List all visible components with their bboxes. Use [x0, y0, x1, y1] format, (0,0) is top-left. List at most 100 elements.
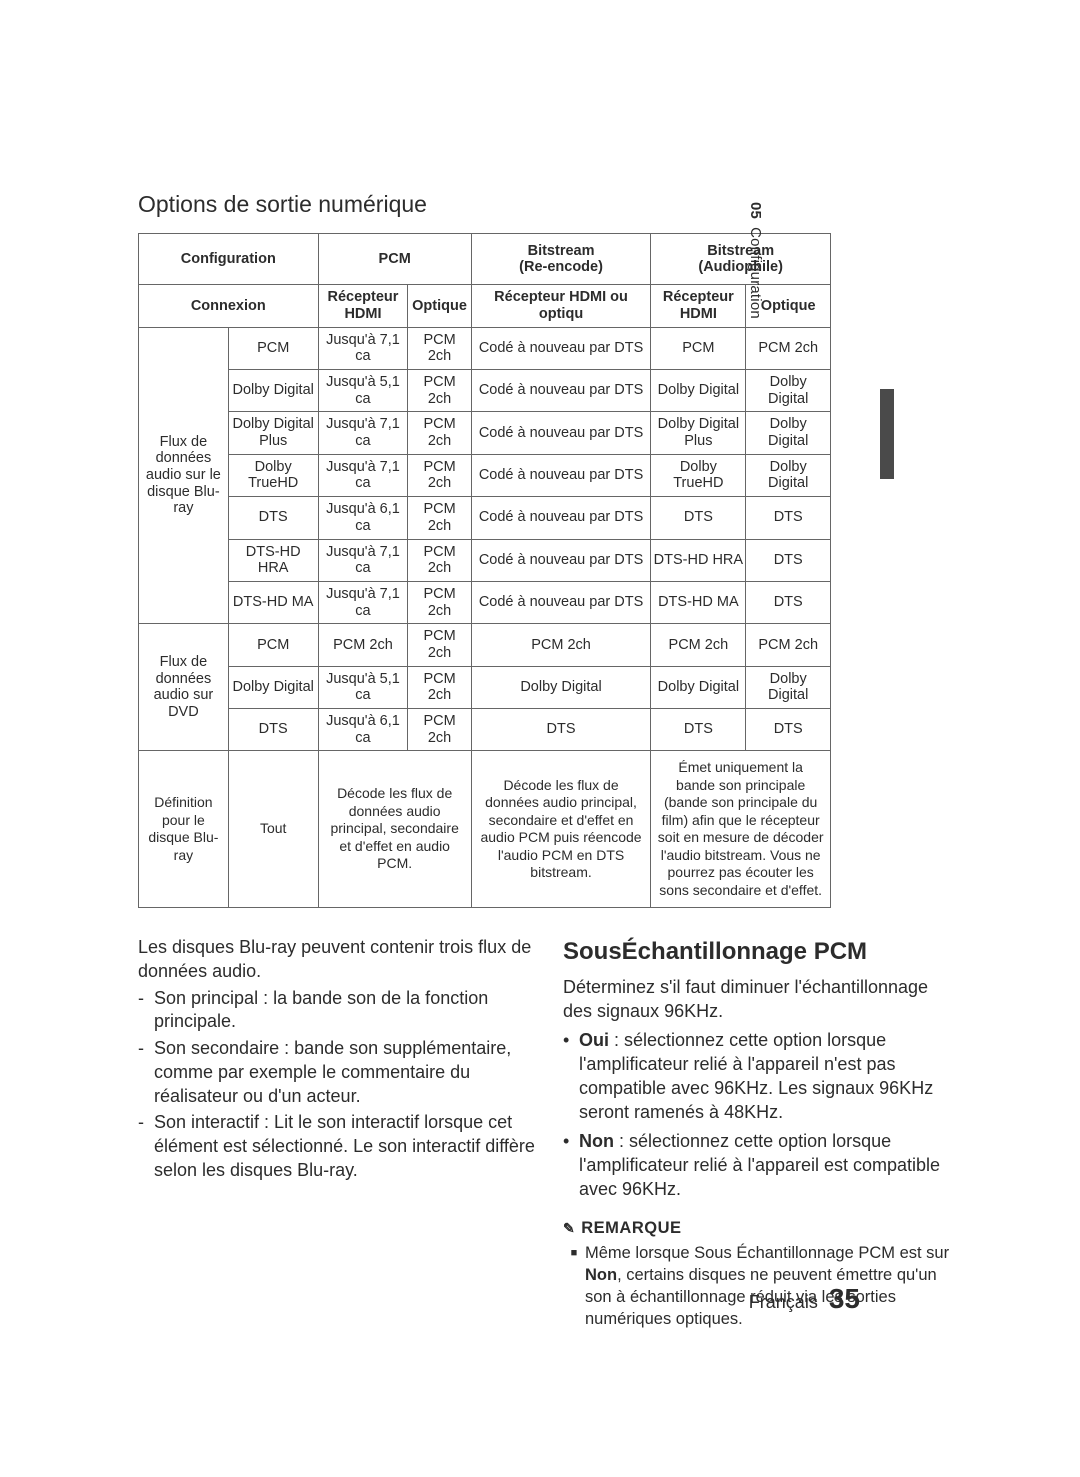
table-cell: DTS-HD MA	[651, 581, 746, 623]
table-cell: PCM 2ch	[408, 412, 471, 454]
dash-icon: -	[138, 987, 154, 1035]
hdr-connexion: Connexion	[139, 285, 319, 327]
table-cell: Codé à nouveau par DTS	[471, 497, 651, 539]
table-cell: Jusqu'à 5,1 ca	[318, 370, 408, 412]
table-row: DTS-HD MAJusqu'à 7,1 caPCM 2chCodé à nou…	[139, 581, 831, 623]
dash-icon: -	[138, 1111, 154, 1182]
right-intro: Déterminez s'il faut diminuer l'échantil…	[563, 976, 960, 1024]
def-audiophile: Émet uniquement la bande son principale …	[651, 751, 831, 908]
table-cell: PCM 2ch	[408, 708, 471, 750]
table-cell: PCM 2ch	[408, 454, 471, 496]
table-cell: Dolby Digital	[471, 666, 651, 708]
table-cell: Dolby Digital	[746, 666, 831, 708]
table-cell: PCM 2ch	[318, 624, 408, 666]
table-cell: Dolby Digital	[651, 666, 746, 708]
table-header-row-1: Configuration PCM Bitstream(Re-encode) B…	[139, 234, 831, 285]
table-cell: Dolby Digital	[746, 412, 831, 454]
table-cell: DTS	[471, 708, 651, 750]
dash-item: -Son interactif : Lit le son interactif …	[138, 1111, 535, 1182]
edge-tab	[880, 389, 894, 479]
right-column: SousÉchantillonnage PCM Déterminez s'il …	[563, 936, 960, 1330]
def-pcm: Décode les flux de données audio princip…	[318, 751, 471, 908]
table-cell: PCM 2ch	[408, 327, 471, 369]
bullet-item: •Non : sélectionnez cette option lorsque…	[563, 1130, 960, 1201]
table-cell: Codé à nouveau par DTS	[471, 539, 651, 581]
table-cell: PCM 2ch	[408, 539, 471, 581]
table-cell: Codé à nouveau par DTS	[471, 412, 651, 454]
table-cell: DTS-HD HRA	[651, 539, 746, 581]
left-dash-list: -Son principal : la bande son de la fonc…	[138, 987, 535, 1183]
table-cell: Jusqu'à 7,1 ca	[318, 454, 408, 496]
hdr-recepteur-hdmi-ou-optiqu: Récepteur HDMI ou optiqu	[471, 285, 651, 327]
table-cell: Codé à nouveau par DTS	[471, 370, 651, 412]
table-cell: PCM	[228, 327, 318, 369]
digital-output-table: Configuration PCM Bitstream(Re-encode) B…	[138, 233, 831, 908]
hdr-recepteur-hdmi-2: Récepteur HDMI	[651, 285, 746, 327]
table-cell: DTS-HD HRA	[228, 539, 318, 581]
columns: Les disques Blu-ray peuvent contenir tro…	[138, 936, 960, 1330]
note-icon: ✎	[563, 1219, 575, 1237]
table-cell: Jusqu'à 6,1 ca	[318, 708, 408, 750]
table-cell: DTS	[228, 497, 318, 539]
bullet-text: Non : sélectionnez cette option lorsque …	[579, 1130, 960, 1201]
group-bluray: Flux de données audio sur le disque Blu-…	[139, 327, 831, 623]
table-row: Dolby DigitalJusqu'à 5,1 caPCM 2chDolby …	[139, 666, 831, 708]
group-dvd: Flux de données audio sur DVDPCMPCM 2chP…	[139, 624, 831, 751]
note-heading: ✎ REMARQUE	[563, 1218, 960, 1240]
dash-item: -Son secondaire : bande son supplémentai…	[138, 1037, 535, 1108]
dash-text: Son interactif : Lit le son interactif l…	[154, 1111, 535, 1182]
page-footer: Français 35	[749, 1281, 860, 1317]
table-cell: Dolby TrueHD	[651, 454, 746, 496]
table-cell: DTS	[746, 708, 831, 750]
dash-text: Son principal : la bande son de la fonct…	[154, 987, 535, 1035]
def-reencode: Décode les flux de données audio princip…	[471, 751, 651, 908]
table-cell: Dolby Digital	[228, 666, 318, 708]
table-row: DTSJusqu'à 6,1 caPCM 2chDTSDTSDTS	[139, 708, 831, 750]
group-label: Flux de données audio sur DVD	[139, 624, 229, 751]
table-cell: DTS	[228, 708, 318, 750]
hdr-bitstream-reencode: Bitstream(Re-encode)	[471, 234, 651, 285]
table-cell: Dolby TrueHD	[228, 454, 318, 496]
table-cell: Jusqu'à 5,1 ca	[318, 666, 408, 708]
table-cell: DTS	[746, 497, 831, 539]
table-cell: PCM 2ch	[408, 581, 471, 623]
table-cell: PCM 2ch	[746, 624, 831, 666]
def-tout: Tout	[228, 751, 318, 908]
table-row: Dolby TrueHDJusqu'à 7,1 caPCM 2chCodé à …	[139, 454, 831, 496]
chapter-title: Configuration	[747, 227, 764, 319]
table-cell: PCM 2ch	[471, 624, 651, 666]
group-label: Flux de données audio sur le disque Blu-…	[139, 327, 229, 623]
section-title: Options de sortie numérique	[138, 190, 960, 219]
bullet-item: •Oui : sélectionnez cette option lorsque…	[563, 1029, 960, 1124]
right-bullets: •Oui : sélectionnez cette option lorsque…	[563, 1029, 960, 1201]
square-bullet-icon: ■	[563, 1243, 585, 1330]
left-column: Les disques Blu-ray peuvent contenir tro…	[138, 936, 535, 1330]
table-cell: DTS	[651, 497, 746, 539]
table-row: DTSJusqu'à 6,1 caPCM 2chCodé à nouveau p…	[139, 497, 831, 539]
hdr-pcm: PCM	[318, 234, 471, 285]
table-cell: Dolby Digital Plus	[228, 412, 318, 454]
table-row: DTS-HD HRAJusqu'à 7,1 caPCM 2chCodé à no…	[139, 539, 831, 581]
table-cell: PCM 2ch	[408, 370, 471, 412]
table-cell: DTS	[746, 581, 831, 623]
table-row: Dolby DigitalJusqu'à 5,1 caPCM 2chCodé à…	[139, 370, 831, 412]
table-cell: Jusqu'à 7,1 ca	[318, 581, 408, 623]
hdr-config: Configuration	[139, 234, 319, 285]
table-cell: PCM 2ch	[408, 666, 471, 708]
table-row: Flux de données audio sur DVDPCMPCM 2chP…	[139, 624, 831, 666]
table-cell: DTS	[651, 708, 746, 750]
table-cell: Jusqu'à 7,1 ca	[318, 327, 408, 369]
note-label: REMARQUE	[581, 1218, 681, 1240]
table-cell: Jusqu'à 7,1 ca	[318, 539, 408, 581]
hdr-optique: Optique	[408, 285, 471, 327]
bullet-icon: •	[563, 1029, 579, 1124]
table-cell: Codé à nouveau par DTS	[471, 327, 651, 369]
table-cell: DTS-HD MA	[228, 581, 318, 623]
side-chapter-label: 05Configuration	[746, 202, 765, 319]
table-cell: PCM 2ch	[408, 497, 471, 539]
footer-page-number: 35	[829, 1283, 860, 1314]
bullet-icon: •	[563, 1130, 579, 1201]
table-cell: DTS	[746, 539, 831, 581]
table-cell: PCM	[228, 624, 318, 666]
hdr-recepteur-hdmi: Récepteur HDMI	[318, 285, 408, 327]
